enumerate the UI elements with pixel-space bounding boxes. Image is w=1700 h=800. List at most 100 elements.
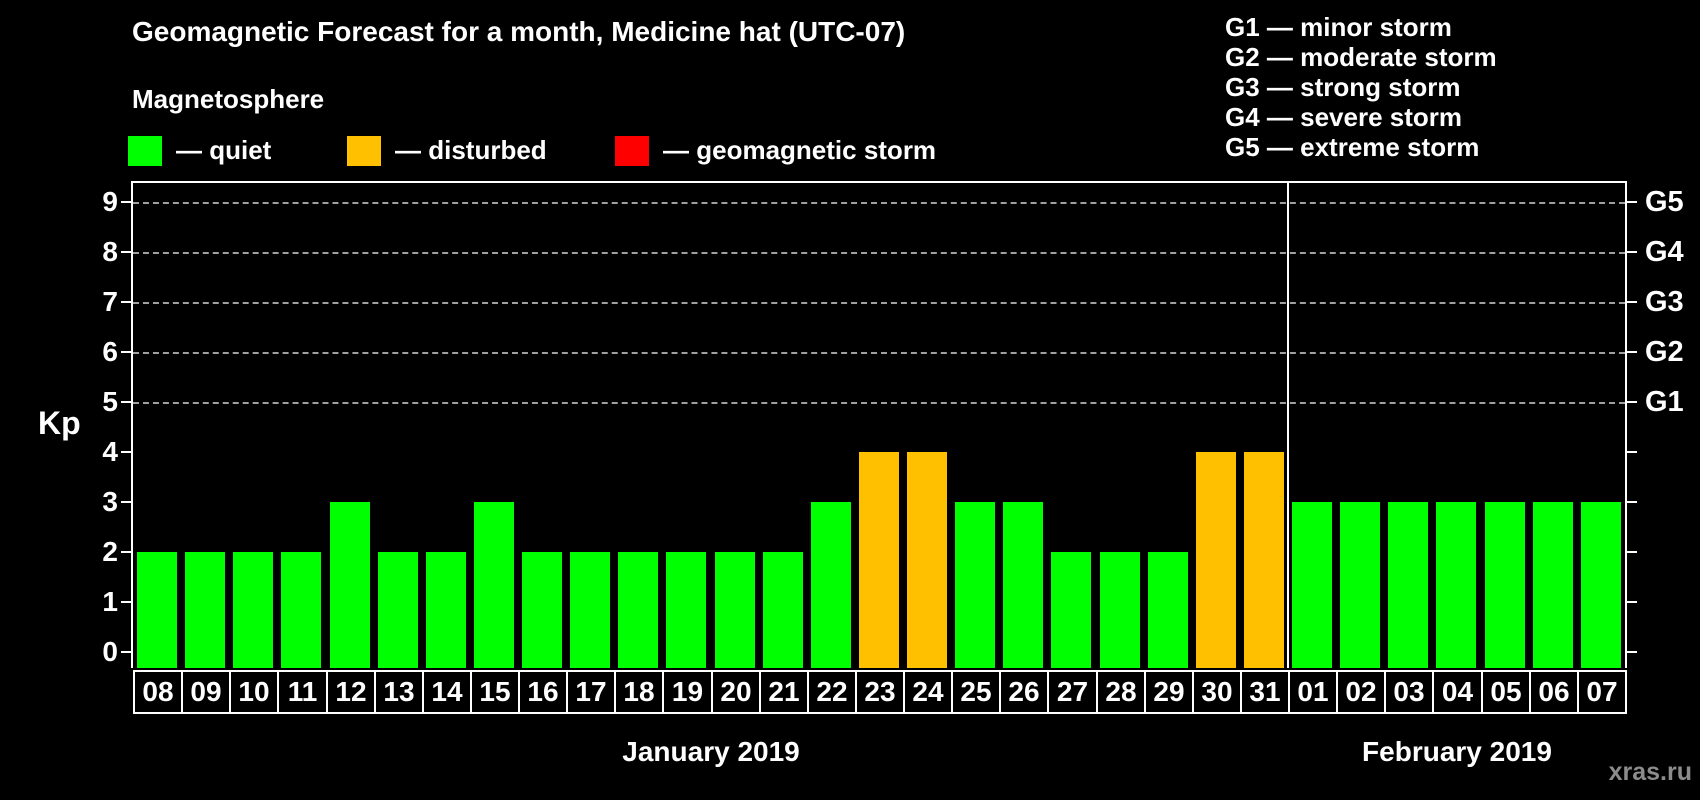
kp-bar [1196, 452, 1236, 668]
kp-bar [811, 502, 851, 668]
y-tick-label: 2 [102, 536, 118, 567]
day-cell: 31 [1240, 670, 1290, 714]
y-tick-left [121, 501, 133, 503]
kp-bar [378, 552, 418, 668]
y-tick-left [121, 601, 133, 603]
kp-bar [1003, 502, 1043, 668]
kp-bar [1051, 552, 1091, 668]
day-cell: 05 [1481, 670, 1531, 714]
legend-item-geomagnetic-storm: — geomagnetic storm [615, 135, 936, 166]
gridline-kp-7 [133, 302, 1625, 304]
gridline-kp-8 [133, 252, 1625, 254]
y-tick-label: 9 [102, 186, 118, 217]
kp-bar [474, 502, 514, 668]
y-tick-left [121, 651, 133, 653]
day-cell: 27 [1047, 670, 1098, 714]
plot-area [133, 183, 1625, 668]
day-cell: 19 [662, 670, 713, 714]
month-label: February 2019 [1362, 736, 1552, 767]
storm-scale-line-g3: G3 — strong storm [1225, 72, 1461, 102]
day-cell: 07 [1577, 670, 1627, 714]
y-tick-left [121, 301, 133, 303]
disturbed-color-swatch [347, 135, 381, 166]
y-tick-label: 8 [102, 236, 118, 267]
kp-bar [1436, 502, 1476, 668]
y-tick-label: 0 [102, 636, 118, 667]
day-cell: 29 [1144, 670, 1194, 714]
y-tick-right [1625, 401, 1637, 403]
kp-bar [185, 552, 225, 668]
right-axis-label-g3: G3 [1645, 286, 1684, 318]
day-cell: 16 [518, 670, 568, 714]
day-cell: 03 [1384, 670, 1434, 714]
gridline-kp-6 [133, 352, 1625, 354]
day-cell: 20 [711, 670, 761, 714]
kp-bar [522, 552, 562, 668]
month-separator [1287, 183, 1289, 668]
storm-color-swatch [615, 135, 649, 166]
y-tick-left [121, 201, 133, 203]
watermark: xras.ru [1608, 758, 1692, 786]
storm-scale-legend: G1 — minor storm G2 — moderate storm G3 … [1225, 12, 1497, 162]
day-cell: 01 [1288, 670, 1338, 714]
kp-bar [1340, 502, 1380, 668]
y-tick-left [121, 451, 133, 453]
y-tick-label: 7 [102, 286, 118, 317]
right-axis-label-g5: G5 [1645, 186, 1684, 218]
day-cell: 22 [807, 670, 857, 714]
kp-bar [426, 552, 466, 668]
day-cell: 30 [1192, 670, 1242, 714]
kp-bar [763, 552, 803, 668]
kp-bar [1244, 452, 1284, 668]
kp-bar [715, 552, 755, 668]
gridline-kp-5 [133, 402, 1625, 404]
legend-item-label: — geomagnetic storm [663, 135, 937, 165]
y-tick-label: 5 [102, 386, 118, 417]
kp-bar [1148, 552, 1188, 668]
day-cell: 13 [374, 670, 424, 714]
kp-bar [281, 552, 321, 668]
y-tick-right [1625, 651, 1637, 653]
kp-bar [666, 552, 706, 668]
y-tick-left [121, 551, 133, 553]
legend-item-label: — quiet [176, 135, 272, 165]
day-cell: 15 [470, 670, 520, 714]
y-tick-left [121, 401, 133, 403]
day-cell: 04 [1432, 670, 1483, 714]
gridline-kp-9 [133, 202, 1625, 204]
day-cell: 06 [1529, 670, 1579, 714]
kp-bar [1485, 502, 1525, 668]
right-axis-label-g1: G1 [1645, 386, 1684, 418]
day-cell: 25 [951, 670, 1001, 714]
storm-scale-line-g1: G1 — minor storm [1225, 12, 1452, 42]
day-cell: 18 [614, 670, 664, 714]
kp-bar [859, 452, 899, 668]
kp-bar [1388, 502, 1428, 668]
y-tick-label: 6 [102, 336, 118, 367]
day-cell: 08 [133, 670, 183, 714]
y-tick-left [121, 351, 133, 353]
storm-scale-line-g2: G2 — moderate storm [1225, 42, 1497, 72]
kp-bar [1292, 502, 1332, 668]
right-axis-label-g2: G2 [1645, 336, 1684, 368]
kp-bar [330, 502, 370, 668]
day-cell: 23 [855, 670, 905, 714]
day-cell: 14 [422, 670, 472, 714]
y-tick-right [1625, 551, 1637, 553]
y-tick-right [1625, 351, 1637, 353]
kp-bar [955, 502, 995, 668]
kp-bar [137, 552, 177, 668]
storm-scale-line-g4: G4 — severe storm [1225, 102, 1463, 132]
kp-bar [618, 552, 658, 668]
legend-heading: Magnetosphere [132, 84, 325, 114]
kp-bar [1581, 502, 1621, 668]
day-cell: 02 [1336, 670, 1386, 714]
legend-item-label: — disturbed [395, 135, 547, 165]
right-axis-label-g4: G4 [1645, 236, 1684, 268]
day-cell: 11 [277, 670, 328, 714]
y-tick-label: 1 [102, 586, 118, 617]
legend-item-quiet: — quiet [128, 135, 271, 166]
y-tick-label: 3 [102, 486, 118, 517]
y-tick-right [1625, 601, 1637, 603]
